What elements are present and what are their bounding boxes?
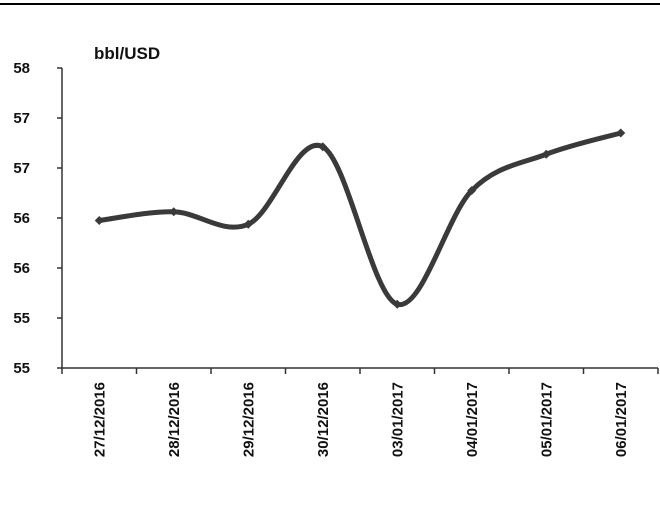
- y-tick-label: 56: [13, 260, 30, 277]
- y-axis-unit-label: bbl/USD: [94, 44, 160, 63]
- x-tick-label: 05/01/2017: [538, 382, 555, 457]
- series-points: [94, 128, 626, 309]
- x-tick-label: 27/12/2016: [91, 382, 108, 457]
- y-axis-ticks: 55 55 56 56 57 57 58: [13, 60, 62, 377]
- y-tick-label: 58: [13, 60, 30, 77]
- x-tick-label: 06/01/2017: [613, 382, 630, 457]
- x-tick-label: 04/01/2017: [464, 382, 481, 457]
- data-point: [318, 142, 328, 152]
- y-tick-label: 55: [13, 310, 30, 327]
- data-point: [169, 207, 179, 217]
- y-tick-label: 57: [13, 160, 30, 177]
- x-axis-ticks: 27/12/2016 28/12/2016 29/12/2016 30/12/2016…: [61, 368, 659, 457]
- y-tick-label: 56: [13, 210, 30, 227]
- top-rule: [0, 3, 660, 5]
- y-tick-label: 55: [13, 360, 30, 377]
- data-point: [392, 299, 402, 309]
- series-line: [96, 130, 624, 307]
- x-tick-label: 29/12/2016: [240, 382, 257, 457]
- chart-axes: [61, 68, 658, 369]
- x-tick-label: 30/12/2016: [315, 382, 332, 457]
- x-tick-label: 28/12/2016: [166, 382, 183, 457]
- x-tick-label: 03/01/2017: [389, 382, 406, 457]
- data-point: [243, 219, 253, 229]
- data-point: [467, 186, 477, 195]
- data-point: [541, 149, 551, 159]
- data-point: [94, 216, 104, 225]
- y-tick-label: 57: [13, 110, 30, 127]
- data-point: [616, 128, 626, 138]
